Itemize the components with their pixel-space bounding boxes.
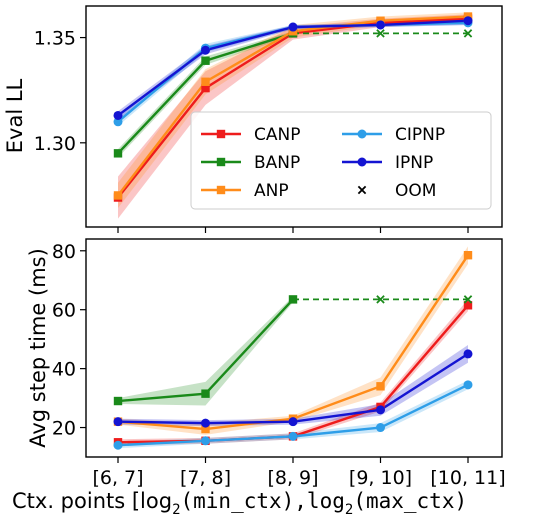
banp-point: [113, 149, 123, 158]
cipnp-point: [113, 440, 123, 450]
banp-point: [288, 295, 298, 304]
banp-point: [113, 396, 123, 406]
cipnp-point: [463, 380, 473, 390]
cipnp-point: [376, 423, 385, 433]
cipnp-point: [113, 117, 123, 127]
anp-point: [376, 382, 385, 391]
banp-confidence-band: [118, 296, 293, 406]
canp-point: [201, 83, 210, 93]
banp-oom-marker: [376, 295, 385, 304]
step-time-y-axis-label: Avg step time (ms): [26, 248, 50, 448]
x-tick-label: [10, 11]: [430, 467, 505, 489]
eval-ll-panel: 1.30 1.35 Eval LL CANP BANP ANP CIPNP IPNP OOM: [3, 5, 503, 233]
y-tick-label: 60: [52, 300, 76, 322]
cipnp-point: [288, 431, 298, 441]
ipnp-point: [201, 45, 210, 55]
y-tick-label: 20: [52, 418, 76, 440]
legend-label: CANP: [254, 125, 300, 145]
ipnp-point: [113, 110, 123, 120]
y-tick-label: 1.30: [34, 133, 76, 155]
ipnp-point: [463, 349, 473, 359]
legend-label: CIPNP: [395, 125, 445, 145]
step-time-axes-frame: [85, 238, 503, 458]
ipnp-point: [113, 417, 123, 427]
x-tick-label: [7, 8]: [180, 467, 231, 489]
legend-label: OOM: [395, 181, 436, 201]
ipnp-point: [201, 418, 210, 428]
ipnp-point: [463, 16, 473, 26]
eval-ll-axes-frame: [85, 5, 503, 228]
banp-oom-marker: [463, 295, 473, 304]
eval-ll-y-axis-label: Eval LL: [3, 78, 27, 153]
x-tick-label: [9, 10]: [349, 467, 412, 489]
legend-marker: [216, 129, 226, 139]
legend-marker: [357, 185, 367, 195]
y-tick-label: 80: [52, 241, 76, 263]
banp-point: [201, 389, 210, 398]
canp-confidence-band: [118, 14, 468, 219]
ipnp-point: [288, 417, 298, 427]
legend: CANP BANP ANP CIPNP IPNP OOM: [190, 111, 492, 210]
legend-entry-ipnp: IPNP: [342, 153, 433, 173]
ipnp-point: [376, 20, 385, 30]
banp-oom-marker: [376, 29, 385, 38]
legend-marker: [216, 185, 226, 195]
legend-entry-anp: ANP: [201, 181, 289, 201]
banp-point: [201, 56, 210, 65]
banp-oom-marker: [463, 29, 473, 38]
legend-marker: [357, 157, 367, 167]
step-time-panel: 20 40 60 80 Avg step time (ms) [6, 7] [7, 8]…: [12, 238, 506, 518]
legend-marker: [216, 157, 226, 167]
legend-entry-canp: CANP: [201, 125, 300, 145]
y-tick-label: 1.35: [34, 28, 76, 50]
legend-marker: [357, 129, 367, 139]
legend-label: IPNP: [395, 153, 433, 173]
anp-point: [463, 251, 473, 260]
anp-point: [201, 424, 210, 434]
x-axis-label: Ctx. points [log2(min_ctx),log2(max_ctx): [12, 489, 467, 518]
banp-confidence-band: [118, 31, 293, 158]
y-tick-label: 40: [52, 359, 76, 381]
legend-label: BANP: [254, 153, 300, 173]
x-tick-label: [6, 7]: [92, 467, 143, 489]
ipnp-point: [376, 405, 385, 415]
ipnp-point: [288, 22, 298, 32]
legend-frame: [190, 111, 492, 210]
x-tick-label: [8, 9]: [267, 467, 318, 489]
anp-point: [113, 191, 123, 200]
anp-point: [201, 77, 210, 86]
legend-label: ANP: [254, 181, 289, 201]
legend-entry-banp: BANP: [201, 153, 300, 173]
legend-entry-oom: OOM: [357, 181, 436, 201]
legend-entry-cipnp: CIPNP: [342, 125, 445, 145]
canp-point: [463, 301, 473, 310]
cipnp-point: [201, 436, 210, 446]
